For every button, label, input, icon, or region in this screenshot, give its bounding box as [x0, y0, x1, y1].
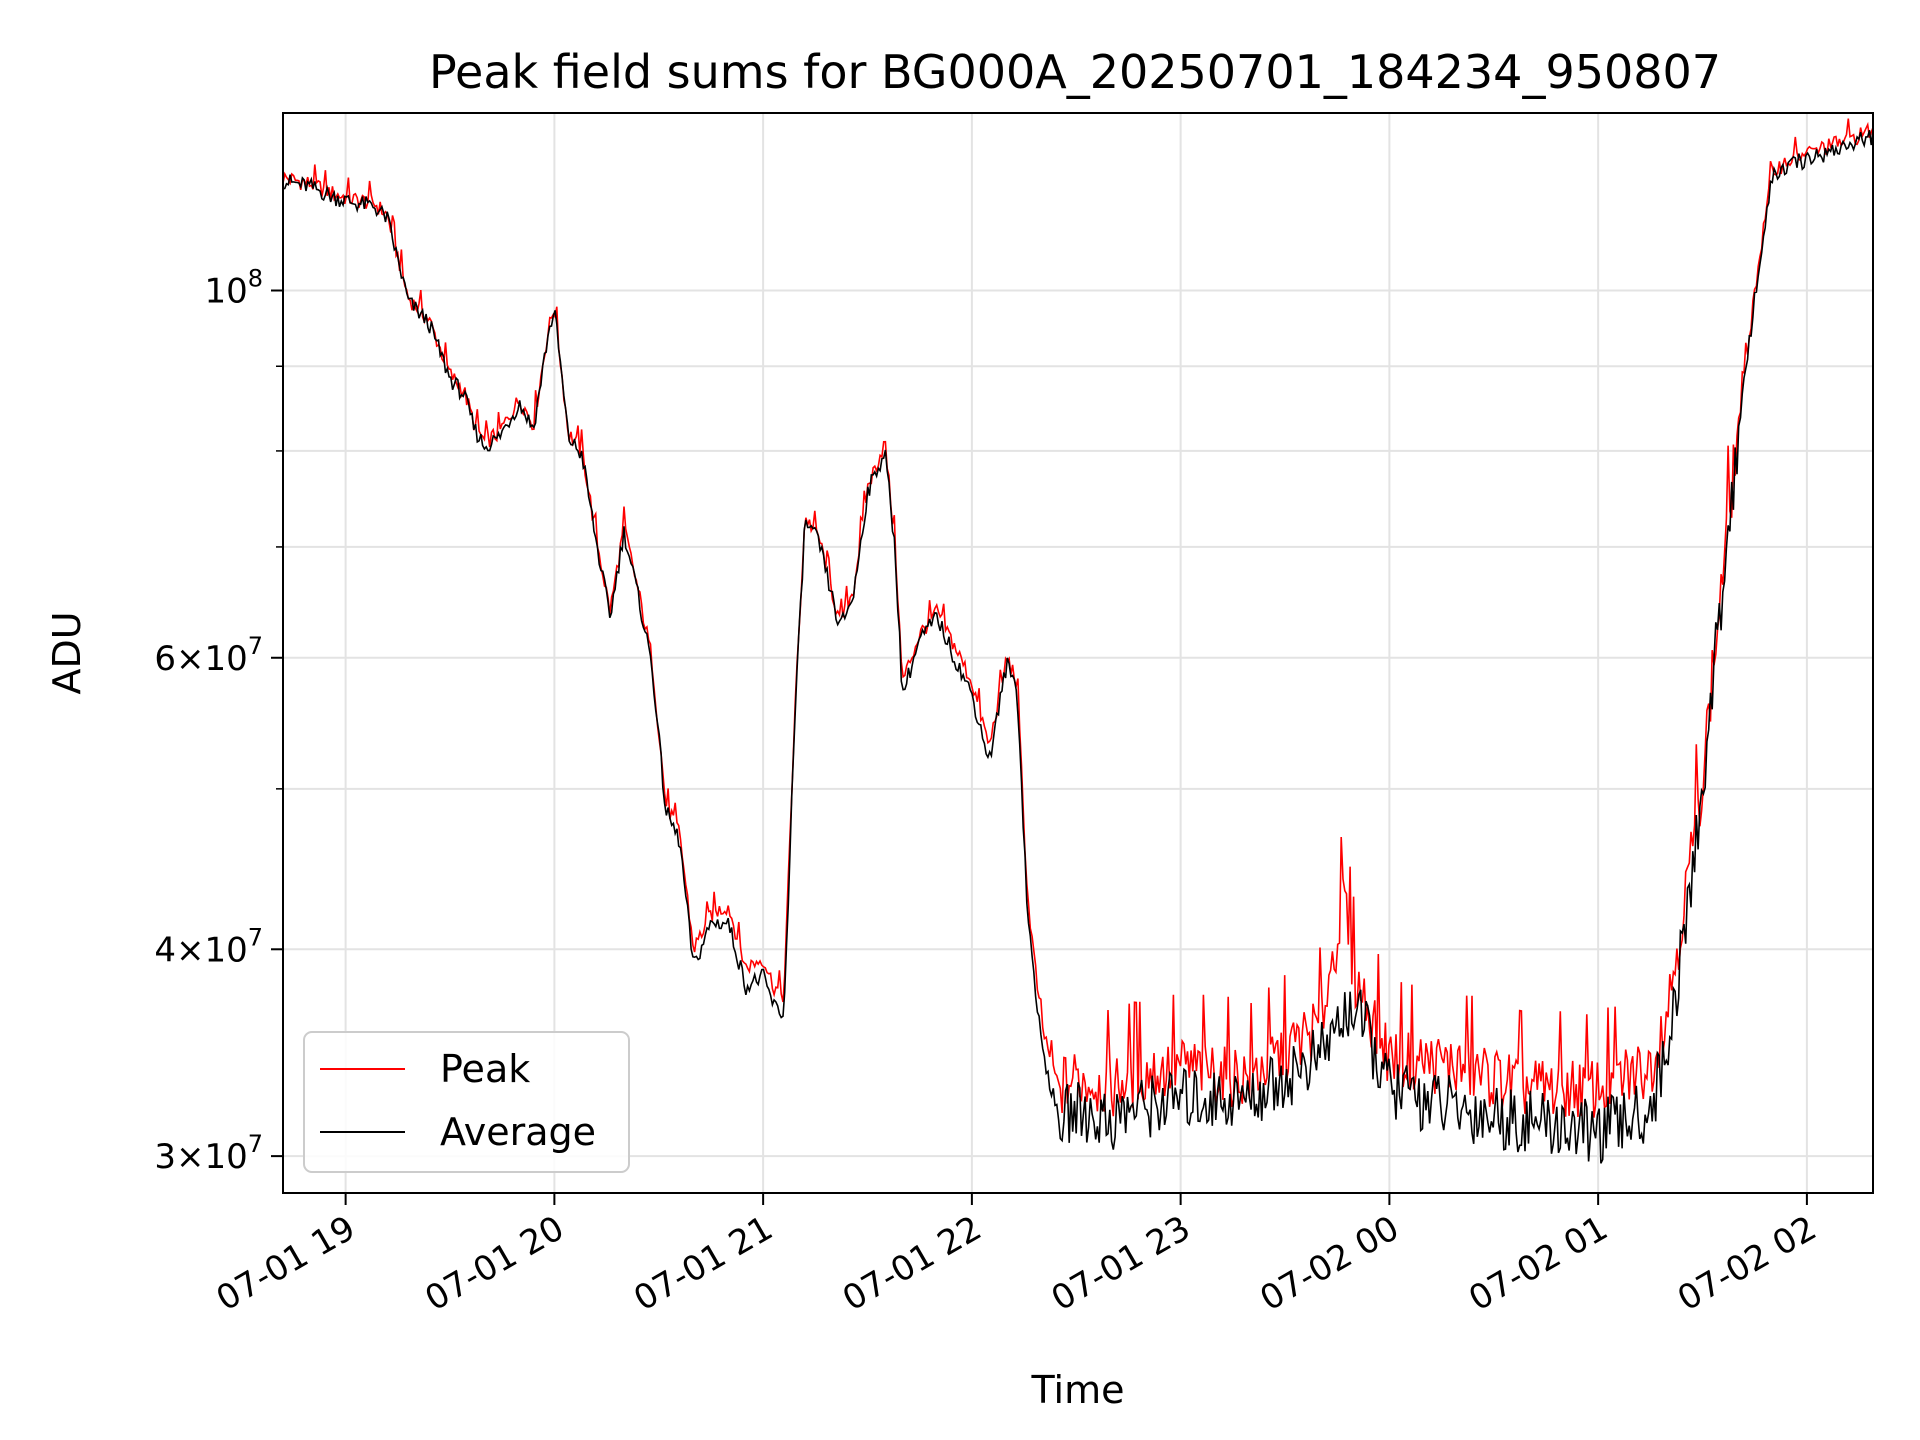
grid	[283, 113, 1873, 1193]
legend-box	[303, 1031, 630, 1173]
series-line-average	[283, 129, 1873, 1164]
x-axis-label: Time	[1031, 1368, 1125, 1412]
y-tick-label: 3×107	[154, 1130, 263, 1177]
chart-title: Peak field sums for BG000A_20250701_1842…	[429, 45, 1721, 99]
series-layer	[283, 118, 1873, 1164]
y-tick-label: 108	[204, 264, 263, 311]
y-tick-label: 4×107	[154, 923, 263, 970]
legend: Peak Average	[303, 1031, 630, 1173]
legend-label-peak: Peak	[440, 1047, 530, 1091]
y-axis-label: ADU	[45, 611, 89, 694]
y-tick-label: 6×107	[154, 632, 263, 679]
plot-frame	[282, 112, 1874, 1194]
legend-label-average: Average	[440, 1110, 596, 1154]
